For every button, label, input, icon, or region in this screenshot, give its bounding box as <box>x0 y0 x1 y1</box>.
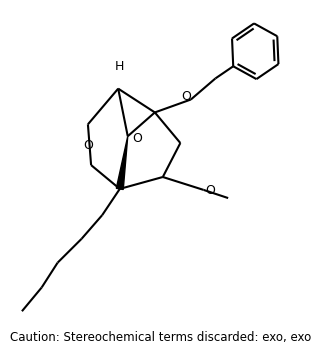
Text: Caution: Stereochemical terms discarded: exo, exo: Caution: Stereochemical terms discarded:… <box>10 331 311 343</box>
Text: O: O <box>205 184 215 197</box>
Text: O: O <box>132 132 142 145</box>
Text: O: O <box>83 139 93 152</box>
Text: H: H <box>115 60 124 73</box>
Polygon shape <box>116 136 128 189</box>
Text: O: O <box>181 90 191 103</box>
